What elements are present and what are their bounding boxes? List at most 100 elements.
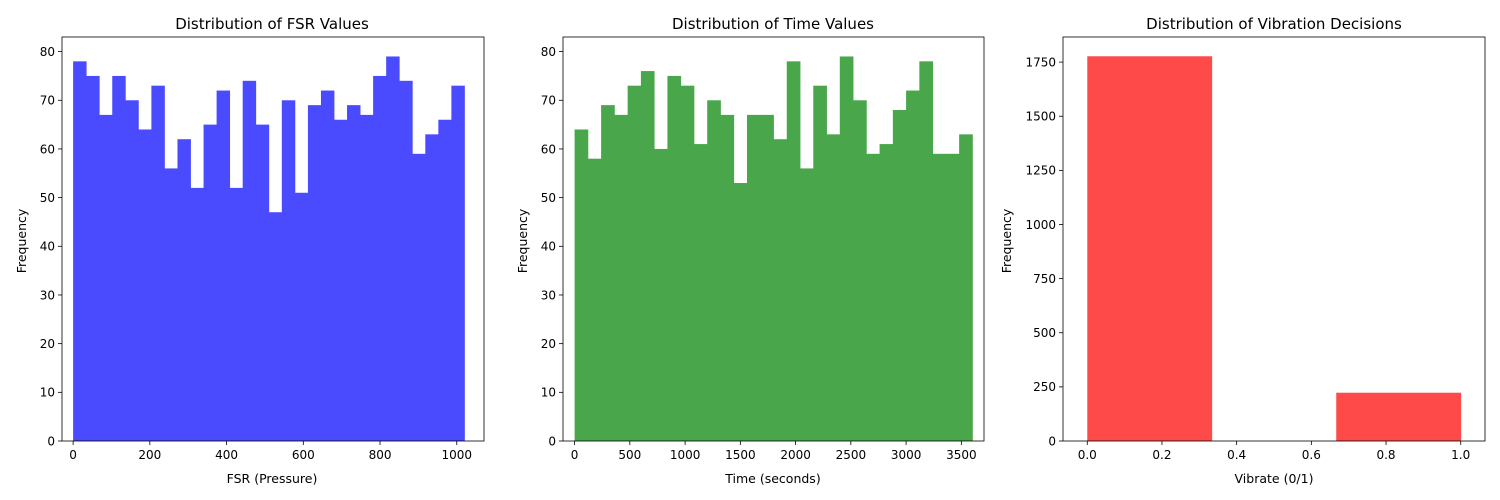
fsr-histogram-bar bbox=[307, 105, 322, 441]
time-y-tick-label: 60 bbox=[541, 142, 556, 156]
fsr-histogram-bar bbox=[320, 90, 335, 441]
vibration-y-axis-label: Frequency bbox=[999, 208, 1014, 273]
time-x-tick-label: 2500 bbox=[836, 448, 867, 462]
time-histogram-bar bbox=[919, 61, 934, 442]
time-histogram-bar bbox=[906, 90, 920, 441]
vibration-x-tick-label: 0.2 bbox=[1152, 448, 1171, 462]
fsr-histogram-bar bbox=[399, 80, 413, 442]
time-x-tick-label: 0 bbox=[571, 448, 579, 462]
time-chart-title: Distribution of Time Values bbox=[672, 15, 874, 33]
fsr-histogram-bar bbox=[268, 212, 283, 441]
fsr-x-tick-label: 0 bbox=[69, 448, 77, 462]
fsr-x-tick-label: 200 bbox=[138, 448, 161, 462]
fsr-histogram-bar bbox=[386, 56, 400, 441]
vibration-x-tick-label: 0.6 bbox=[1302, 448, 1321, 462]
fsr-axes-frame bbox=[61, 36, 485, 442]
time-histogram-bar bbox=[959, 134, 973, 441]
vibration-histogram-bar bbox=[1336, 392, 1462, 441]
time-histogram-bar bbox=[773, 139, 788, 442]
time-histogram-bar bbox=[733, 183, 748, 441]
time-x-tick-label: 500 bbox=[618, 448, 641, 462]
fsr-y-axis-label: Frequency bbox=[14, 208, 29, 273]
fsr-y-tick-label: 0 bbox=[47, 434, 55, 448]
time-histogram-bar bbox=[574, 129, 589, 441]
vibration-x-tick-label: 0.0 bbox=[1078, 448, 1097, 462]
time-histogram-bar bbox=[892, 110, 907, 441]
time-y-tick-label: 70 bbox=[541, 94, 556, 108]
time-histogram-bar bbox=[614, 114, 629, 441]
fsr-histogram-bar bbox=[347, 105, 361, 441]
time-histogram-bar bbox=[693, 144, 708, 441]
fsr-chart-title: Distribution of FSR Values bbox=[175, 15, 369, 33]
fsr-histogram-bar bbox=[125, 100, 139, 442]
time-histogram-bar bbox=[667, 75, 682, 441]
time-histogram-panel: Distribution of Time Values Time (second… bbox=[515, 15, 985, 486]
fsr-histogram-bar bbox=[242, 80, 257, 442]
time-y-tick-label: 40 bbox=[541, 240, 556, 254]
fsr-y-tick-label: 10 bbox=[40, 386, 55, 400]
fsr-histogram-bar bbox=[281, 100, 296, 442]
vibration-y-tick-label: 1000 bbox=[1025, 218, 1056, 232]
time-histogram-bar bbox=[746, 114, 761, 441]
time-y-tick-label: 80 bbox=[541, 45, 556, 59]
vibration-x-axis-label: Vibrate (0/1) bbox=[1235, 471, 1314, 486]
fsr-histogram-bar bbox=[438, 119, 452, 442]
vibration-y-tick-label: 750 bbox=[1033, 272, 1056, 286]
fsr-histogram-bar bbox=[190, 187, 204, 441]
fsr-y-tick-label: 30 bbox=[40, 288, 55, 302]
vibration-y-tick-label: 0 bbox=[1048, 434, 1056, 448]
time-x-tick-label: 1000 bbox=[670, 448, 701, 462]
time-histogram-bar bbox=[813, 85, 827, 442]
time-histogram-bar bbox=[640, 71, 655, 441]
time-histogram-bar bbox=[800, 168, 814, 441]
time-y-tick-label: 10 bbox=[541, 386, 556, 400]
fsr-histogram-bar bbox=[451, 85, 465, 442]
fsr-x-tick-label: 1000 bbox=[441, 448, 472, 462]
vibration-y-tick-label: 1500 bbox=[1025, 110, 1056, 124]
time-histogram-bar bbox=[720, 114, 735, 441]
vibration-x-tick-label: 0.8 bbox=[1376, 448, 1395, 462]
time-histogram-bar bbox=[879, 144, 894, 441]
time-histogram-bar bbox=[826, 134, 841, 441]
vibration-x-tick-label: 0.4 bbox=[1227, 448, 1246, 462]
fsr-x-tick-label: 800 bbox=[369, 448, 392, 462]
fsr-y-tick-label: 40 bbox=[40, 240, 55, 254]
time-histogram-bar bbox=[680, 85, 695, 442]
time-y-tick-label: 50 bbox=[541, 191, 556, 205]
vibration-histogram-bar bbox=[1087, 56, 1213, 442]
fsr-y-tick-label: 20 bbox=[40, 337, 55, 351]
time-x-tick-label: 3000 bbox=[891, 448, 922, 462]
time-y-tick-label: 20 bbox=[541, 337, 556, 351]
time-y-axis-label: Frequency bbox=[515, 208, 530, 273]
fsr-histogram-bar bbox=[86, 75, 100, 441]
time-histogram-bar bbox=[839, 56, 854, 441]
time-histogram-bar bbox=[945, 153, 960, 441]
fsr-histogram-bar bbox=[229, 187, 244, 441]
fsr-histogram-bar bbox=[73, 61, 87, 442]
fsr-histogram-bar bbox=[138, 129, 152, 441]
fsr-y-tick-label: 80 bbox=[40, 45, 55, 59]
time-histogram-bar bbox=[932, 153, 947, 441]
fsr-histogram-bar bbox=[151, 85, 165, 442]
fsr-histogram-bar bbox=[99, 114, 113, 441]
fsr-histogram-bar bbox=[255, 124, 270, 442]
fsr-x-tick-label: 400 bbox=[215, 448, 238, 462]
time-histogram-bar bbox=[627, 85, 642, 442]
fsr-y-tick-label: 50 bbox=[40, 191, 55, 205]
time-y-tick-label: 0 bbox=[548, 434, 556, 448]
fsr-histogram-bar bbox=[360, 114, 374, 441]
vibration-histogram-panel: Distribution of Vibration Decisions Vibr… bbox=[999, 15, 1486, 486]
time-histogram-bar bbox=[760, 114, 774, 441]
time-histogram-bar bbox=[853, 100, 867, 442]
time-histogram-bar bbox=[707, 100, 721, 442]
fsr-histogram-bar bbox=[164, 168, 178, 441]
vibration-chart-title: Distribution of Vibration Decisions bbox=[1146, 15, 1402, 33]
fsr-histogram-bar bbox=[177, 139, 191, 442]
fsr-y-tick-label: 70 bbox=[40, 94, 55, 108]
fsr-histogram-panel: Distribution of FSR Values FSR (Pressure… bbox=[14, 15, 485, 486]
vibration-y-tick-label: 500 bbox=[1033, 326, 1056, 340]
fsr-histogram-bar bbox=[373, 75, 387, 441]
time-histogram-bar bbox=[866, 153, 880, 441]
time-x-tick-label: 3500 bbox=[946, 448, 977, 462]
